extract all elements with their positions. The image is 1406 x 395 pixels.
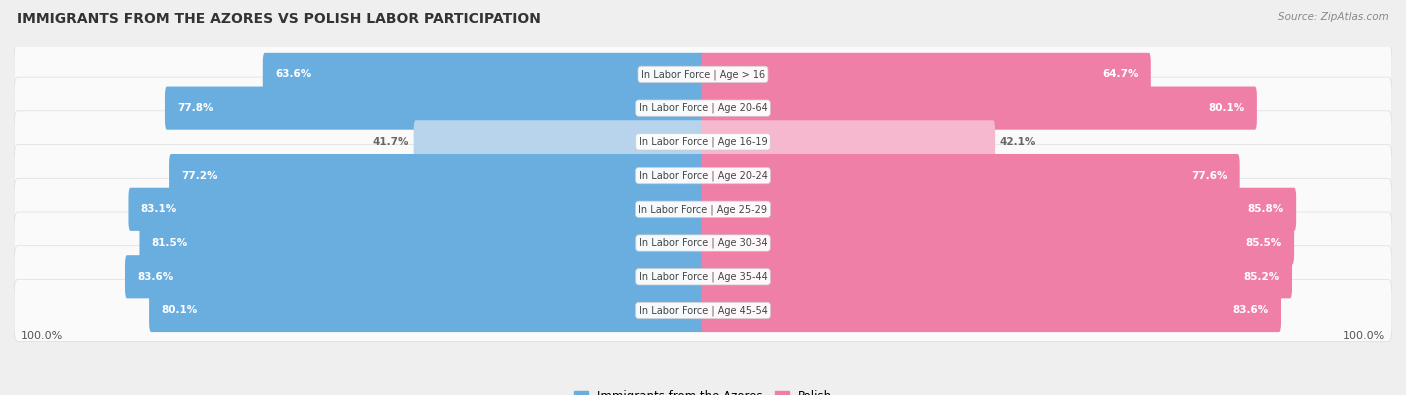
FancyBboxPatch shape bbox=[169, 154, 704, 197]
Text: In Labor Force | Age > 16: In Labor Force | Age > 16 bbox=[641, 69, 765, 80]
FancyBboxPatch shape bbox=[14, 145, 1392, 207]
FancyBboxPatch shape bbox=[702, 154, 1240, 197]
FancyBboxPatch shape bbox=[14, 246, 1392, 308]
Text: 80.1%: 80.1% bbox=[1208, 103, 1244, 113]
Text: In Labor Force | Age 30-34: In Labor Force | Age 30-34 bbox=[638, 238, 768, 248]
FancyBboxPatch shape bbox=[702, 188, 1296, 231]
Legend: Immigrants from the Azores, Polish: Immigrants from the Azores, Polish bbox=[569, 385, 837, 395]
FancyBboxPatch shape bbox=[413, 120, 704, 164]
Text: IMMIGRANTS FROM THE AZORES VS POLISH LABOR PARTICIPATION: IMMIGRANTS FROM THE AZORES VS POLISH LAB… bbox=[17, 12, 541, 26]
FancyBboxPatch shape bbox=[14, 212, 1392, 274]
FancyBboxPatch shape bbox=[702, 255, 1292, 298]
FancyBboxPatch shape bbox=[14, 111, 1392, 173]
Text: In Labor Force | Age 20-24: In Labor Force | Age 20-24 bbox=[638, 170, 768, 181]
FancyBboxPatch shape bbox=[149, 289, 704, 332]
Text: 41.7%: 41.7% bbox=[373, 137, 409, 147]
Text: 77.8%: 77.8% bbox=[177, 103, 214, 113]
FancyBboxPatch shape bbox=[702, 53, 1152, 96]
FancyBboxPatch shape bbox=[128, 188, 704, 231]
Text: 64.7%: 64.7% bbox=[1102, 70, 1139, 79]
FancyBboxPatch shape bbox=[14, 280, 1392, 342]
FancyBboxPatch shape bbox=[263, 53, 704, 96]
Text: 80.1%: 80.1% bbox=[162, 305, 198, 316]
Text: 85.5%: 85.5% bbox=[1246, 238, 1282, 248]
Text: 63.6%: 63.6% bbox=[276, 70, 311, 79]
FancyBboxPatch shape bbox=[14, 178, 1392, 240]
Text: 100.0%: 100.0% bbox=[1343, 331, 1385, 341]
FancyBboxPatch shape bbox=[139, 222, 704, 265]
FancyBboxPatch shape bbox=[14, 77, 1392, 139]
FancyBboxPatch shape bbox=[702, 289, 1281, 332]
Text: 42.1%: 42.1% bbox=[1000, 137, 1036, 147]
FancyBboxPatch shape bbox=[125, 255, 704, 298]
Text: 83.6%: 83.6% bbox=[138, 272, 173, 282]
Text: 81.5%: 81.5% bbox=[152, 238, 188, 248]
FancyBboxPatch shape bbox=[165, 87, 704, 130]
Text: 83.1%: 83.1% bbox=[141, 204, 177, 214]
Text: 77.6%: 77.6% bbox=[1191, 171, 1227, 181]
Text: 85.8%: 85.8% bbox=[1247, 204, 1284, 214]
Text: In Labor Force | Age 16-19: In Labor Force | Age 16-19 bbox=[638, 137, 768, 147]
Text: 85.2%: 85.2% bbox=[1243, 272, 1279, 282]
FancyBboxPatch shape bbox=[702, 222, 1294, 265]
Text: In Labor Force | Age 25-29: In Labor Force | Age 25-29 bbox=[638, 204, 768, 214]
Text: In Labor Force | Age 20-64: In Labor Force | Age 20-64 bbox=[638, 103, 768, 113]
Text: 100.0%: 100.0% bbox=[21, 331, 63, 341]
Text: 83.6%: 83.6% bbox=[1233, 305, 1268, 316]
Text: In Labor Force | Age 45-54: In Labor Force | Age 45-54 bbox=[638, 305, 768, 316]
Text: In Labor Force | Age 35-44: In Labor Force | Age 35-44 bbox=[638, 271, 768, 282]
Text: 77.2%: 77.2% bbox=[181, 171, 218, 181]
FancyBboxPatch shape bbox=[702, 120, 995, 164]
FancyBboxPatch shape bbox=[14, 43, 1392, 105]
Text: Source: ZipAtlas.com: Source: ZipAtlas.com bbox=[1278, 12, 1389, 22]
FancyBboxPatch shape bbox=[702, 87, 1257, 130]
